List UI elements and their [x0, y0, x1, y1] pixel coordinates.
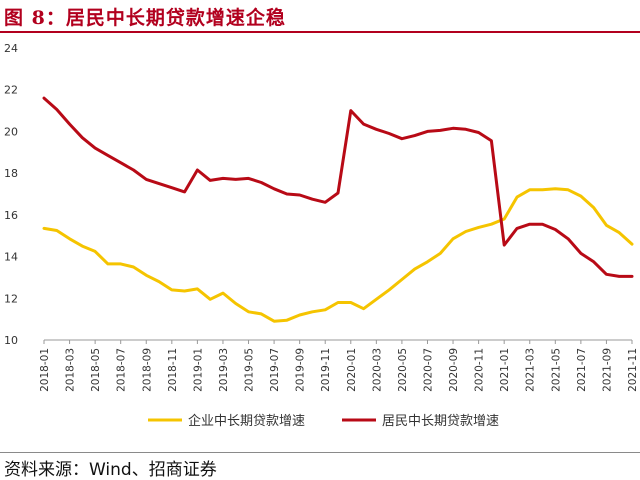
x-tick-label: 2021-01: [499, 348, 511, 392]
y-tick-label: 12: [4, 292, 18, 305]
x-tick-label: 2018-03: [65, 348, 77, 392]
x-tick-label: 2019-01: [192, 348, 204, 392]
x-tick-label: 2019-07: [269, 348, 281, 392]
y-tick-label: 16: [4, 209, 18, 222]
y-tick-label: 22: [4, 84, 18, 97]
x-tick-label: 2018-05: [90, 348, 102, 392]
x-tick-label: 2018-09: [141, 348, 153, 392]
series-line-household: [42, 96, 634, 278]
x-tick-label: 2019-11: [320, 348, 332, 392]
figure-title-bar: 图 8：居民中长期贷款增速企稳: [0, 0, 640, 33]
y-tick-label: 20: [4, 125, 18, 138]
x-tick-label: 2019-03: [218, 348, 230, 392]
x-tick-label: 2019-09: [295, 348, 307, 392]
x-tick-label: 2019-05: [244, 348, 256, 392]
x-tick-label: 2018-01: [39, 348, 51, 392]
figure-source: 资料来源：Wind、招商证券: [4, 460, 217, 480]
figure-title: 图 8：居民中长期贷款增速企稳: [4, 7, 286, 29]
source-divider: [0, 452, 640, 453]
x-tick-label: 2021-11: [627, 348, 639, 392]
x-tick-label: 2020-07: [422, 348, 434, 392]
y-tick-label: 24: [4, 42, 18, 55]
y-tick-label: 10: [4, 334, 18, 347]
legend-item-enterprise-label: 企业中长期贷款增速: [188, 413, 305, 429]
x-tick-label: 2021-05: [550, 348, 562, 392]
x-tick-label: 2018-11: [167, 348, 179, 392]
series-line-enterprise: [42, 187, 634, 323]
title-underline: [0, 31, 640, 33]
legend-item-household-label: 居民中长期贷款增速: [382, 414, 499, 429]
x-tick-label: 2021-09: [601, 348, 613, 392]
x-tick-label: 2020-03: [371, 348, 383, 392]
x-tick-label: 2020-05: [397, 348, 409, 392]
x-tick-label: 2020-09: [448, 348, 460, 392]
x-tick-label: 2021-03: [525, 348, 537, 392]
x-tick-label: 2020-01: [346, 348, 358, 392]
x-tick-label: 2020-11: [474, 348, 486, 392]
x-tick-label: 2018-07: [116, 348, 128, 392]
y-tick-label: 14: [4, 251, 18, 264]
y-tick-label: 18: [4, 167, 18, 180]
x-tick-label: 2021-07: [576, 348, 588, 392]
